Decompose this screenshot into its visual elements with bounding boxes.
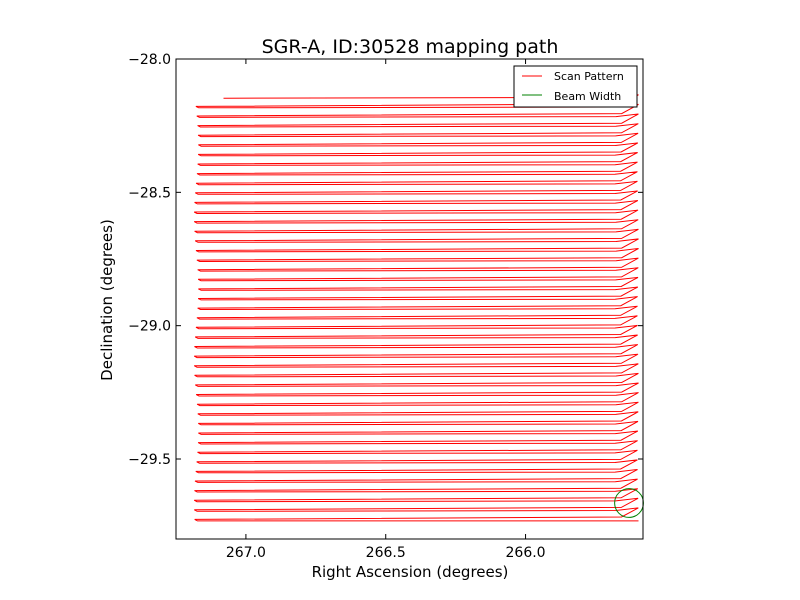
legend-box — [513, 65, 638, 108]
y-tick-label: −29.5 — [128, 452, 171, 468]
axes-frame — [175, 58, 644, 540]
legend-label-beam-width: Beam Width — [554, 90, 621, 103]
x-tick-label: 267.0 — [226, 545, 266, 561]
y-tick-label: −28.5 — [128, 185, 171, 201]
x-tick-label: 266.5 — [366, 545, 406, 561]
scan-pattern-line — [193, 94, 639, 522]
y-tick-label: −28.0 — [128, 52, 171, 68]
x-axis-ticks: 267.0 266.5 266.0 — [226, 59, 546, 561]
y-axis-ticks: −28.0 −28.5 −29.0 −29.5 — [128, 52, 643, 468]
legend: Scan Pattern Beam Width — [513, 65, 638, 108]
chart-title: SGR-A, ID:30528 mapping path — [262, 36, 559, 58]
plot-area — [175, 58, 644, 540]
y-tick-label: −29.0 — [128, 319, 171, 335]
y-axis-label: Declination (degrees) — [98, 219, 116, 381]
x-tick-label: 266.0 — [506, 545, 546, 561]
legend-label-scan-pattern: Scan Pattern — [554, 70, 624, 83]
x-axis-label: Right Ascension (degrees) — [312, 563, 509, 581]
